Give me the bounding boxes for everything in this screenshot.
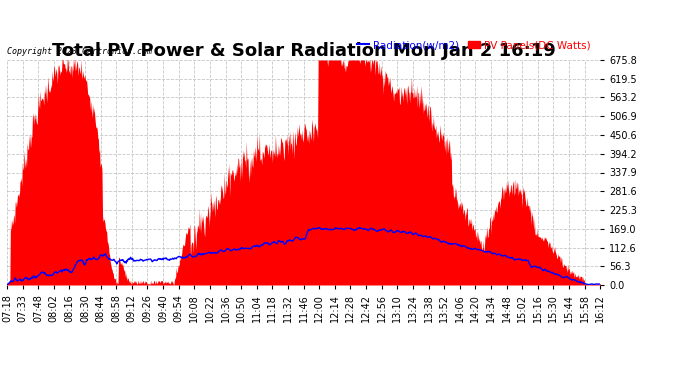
Text: Copyright 2023 Cartronics.com: Copyright 2023 Cartronics.com	[7, 46, 152, 56]
Title: Total PV Power & Solar Radiation Mon Jan 2 16:19: Total PV Power & Solar Radiation Mon Jan…	[52, 42, 555, 60]
Legend: Radiation(w/m2), PV Panels(DC Watts): Radiation(w/m2), PV Panels(DC Watts)	[353, 36, 595, 54]
